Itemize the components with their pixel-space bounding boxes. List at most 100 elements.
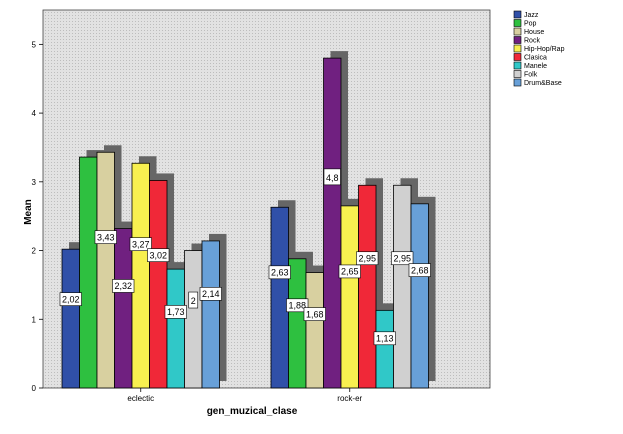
- legend-swatch: [513, 19, 522, 27]
- data-label-box: [112, 279, 135, 293]
- bar-house-rock-er: [305, 272, 324, 389]
- data-label-text: 2,32: [114, 281, 132, 291]
- legend-swatch: [513, 78, 522, 87]
- y-tick-label: 5: [32, 40, 37, 49]
- y-axis-title: Mean: [23, 199, 34, 225]
- data-label-box: [147, 248, 170, 262]
- data-label-text: 4,8: [326, 173, 339, 183]
- y-tick-label: 0: [32, 384, 37, 393]
- legend-label: Manele: [524, 63, 547, 70]
- legend-label: Folk: [524, 72, 538, 79]
- x-tick-label: eclectic: [127, 394, 154, 403]
- legend-item: Pop: [513, 19, 537, 28]
- legend-label: Hip-Hop/Rap: [524, 46, 565, 53]
- bar-pop-rock-er: [288, 258, 307, 389]
- bar-clasica-eclectic: [149, 180, 168, 389]
- data-label-box: [303, 307, 326, 321]
- data-label-text: 1,68: [306, 309, 324, 319]
- axes: eclectic rock-er 0 1 2 3 4 5: [32, 40, 363, 403]
- data-label-text: 2,95: [393, 253, 411, 263]
- data-label-text: 3,43: [97, 232, 115, 242]
- data-label: 1,13: [373, 331, 396, 346]
- x-tick-label: rock-er: [337, 394, 362, 403]
- data-label-text: 1,73: [167, 307, 185, 317]
- legend-item: Hip-Hop/Rap: [513, 44, 565, 53]
- bars: [61, 57, 429, 389]
- data-label: 2,32: [112, 279, 135, 293]
- y-tick-label: 1: [32, 315, 37, 324]
- data-label: 4,8: [323, 168, 341, 186]
- data-label-box: [356, 251, 379, 266]
- legend-swatch: [513, 36, 522, 44]
- data-label: 2: [188, 291, 199, 309]
- legend-item: Drum&Base: [513, 78, 562, 87]
- data-labels: 2,02 3,43 2,32 3,273,02 1,73 2 2,14 2,63 1,881,6…: [59, 168, 431, 346]
- legend-label: Drum&Base: [524, 80, 562, 87]
- data-label: 1,73: [164, 305, 187, 319]
- bar-pop-eclectic: [79, 156, 98, 389]
- legend-label: Clasica: [524, 55, 547, 62]
- bar-house-eclectic: [96, 151, 115, 389]
- legend-swatch: [513, 10, 522, 19]
- data-label: 2,95: [391, 251, 414, 266]
- y-tick-label: 3: [32, 178, 37, 187]
- bar-manele-rock-er: [375, 309, 394, 389]
- data-label-text: 2,02: [62, 294, 80, 304]
- legend-item: Rock: [513, 36, 540, 45]
- data-label-text: 2,95: [358, 253, 376, 263]
- data-label-box: [268, 265, 291, 280]
- legend-label: Pop: [524, 21, 537, 28]
- bar-jazz-eclectic: [61, 248, 80, 389]
- legend-item: House: [513, 27, 544, 36]
- data-label: 3,02: [147, 248, 170, 262]
- data-label-box: [373, 331, 396, 346]
- y-tick-label: 4: [32, 109, 37, 118]
- data-label: 2,68: [408, 263, 431, 277]
- data-label: 2,63: [268, 265, 291, 280]
- legend-swatch: [513, 53, 522, 61]
- data-label: 2,95: [356, 251, 379, 266]
- legend-label: Rock: [524, 38, 540, 45]
- data-label: 1,88: [286, 298, 309, 313]
- data-label-text: 1,88: [288, 300, 306, 310]
- data-label-text: 2: [191, 296, 196, 306]
- data-label: 2,65: [338, 264, 361, 279]
- data-label: 1,68: [303, 307, 326, 321]
- bar-drum-base-eclectic: [201, 240, 220, 389]
- data-label-box: [94, 230, 117, 244]
- data-label-box: [129, 237, 152, 251]
- legend-item: Manele: [513, 61, 547, 70]
- data-label: 3,43: [94, 230, 117, 244]
- data-label-box: [199, 287, 222, 301]
- data-label-text: 2,63: [271, 267, 289, 277]
- data-label-box: [59, 292, 82, 306]
- data-label: 2,14: [199, 287, 222, 301]
- data-label-box: [338, 264, 361, 279]
- bar-drum-base-rock-er: [410, 203, 429, 389]
- bar-jazz-rock-er: [270, 206, 289, 389]
- legend-swatch: [513, 44, 522, 53]
- bar-folk-rock-er: [393, 184, 412, 389]
- bar-hip-hop-rap-rock-er: [340, 205, 359, 389]
- legend-label: House: [524, 29, 544, 36]
- bar-manele-eclectic: [166, 268, 185, 389]
- legend-swatch: [513, 27, 522, 36]
- data-label: 3,27: [129, 237, 152, 251]
- data-label: 2,02: [59, 292, 82, 306]
- bar-clasica-rock-er: [358, 184, 377, 389]
- x-axis-title: gen_muzical_clase: [207, 406, 298, 417]
- data-label-box: [164, 305, 187, 319]
- data-label-box: [408, 263, 431, 277]
- data-label-text: 1,13: [376, 333, 394, 343]
- legend-item: Jazz: [513, 10, 539, 19]
- data-label-box: [391, 251, 414, 266]
- data-label-text: 3,02: [149, 250, 167, 260]
- legend-item: Clasica: [513, 53, 547, 62]
- legend-label: Jazz: [524, 12, 539, 19]
- bar-folk-eclectic: [184, 250, 203, 389]
- legend-swatch: [513, 61, 522, 70]
- data-label-text: 3,27: [132, 239, 150, 249]
- data-label-text: 2,14: [202, 289, 220, 299]
